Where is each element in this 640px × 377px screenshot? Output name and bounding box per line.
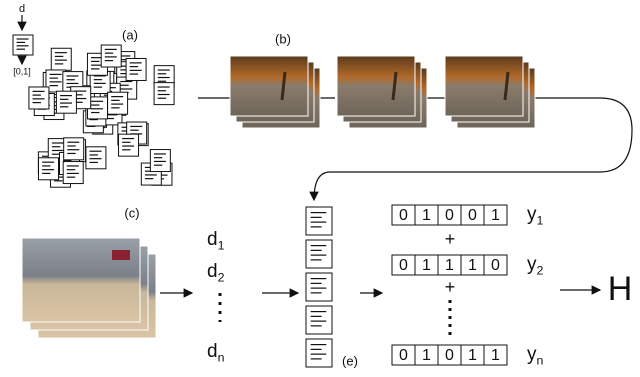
video-frame	[337, 56, 415, 116]
label-unit: [0,1]	[13, 66, 31, 76]
bit: 0	[445, 207, 454, 224]
bit: 1	[468, 257, 477, 274]
scoreboard	[112, 250, 130, 260]
label-c: (c)	[124, 205, 139, 220]
document-icon	[306, 339, 332, 367]
bit: 0	[399, 347, 408, 364]
document-icon	[306, 240, 332, 268]
document-icon	[29, 87, 49, 109]
document-icon	[56, 91, 76, 113]
document-icon	[126, 58, 146, 80]
document-icon	[150, 150, 170, 172]
document-icon	[86, 147, 106, 169]
bit: 1	[491, 207, 500, 224]
label-b: (b)	[275, 31, 291, 46]
document-icon	[119, 134, 139, 156]
document-icon	[39, 158, 59, 180]
subscripted-label: y2	[527, 254, 544, 278]
base: y	[527, 204, 537, 225]
subscripted-label: yn	[527, 344, 544, 368]
video-frame	[445, 56, 523, 116]
bit: 1	[422, 257, 431, 274]
label-a: (a)	[122, 27, 138, 42]
document-icon	[306, 306, 332, 334]
label-h: H	[608, 270, 633, 308]
bit: 1	[422, 207, 431, 224]
bit: 0	[399, 257, 408, 274]
diagram: d [0,1] (a) (b) (c) (e) H + + d1d2dn0100…	[0, 0, 640, 377]
document-icon	[306, 273, 332, 301]
plus: +	[445, 229, 456, 249]
document-icon	[108, 92, 128, 114]
subscripted-label: d2	[207, 261, 225, 285]
subscript: 1	[218, 239, 225, 253]
subscript: 2	[218, 271, 225, 285]
bit: 1	[491, 347, 500, 364]
document-icon	[51, 48, 71, 70]
bit: 0	[468, 207, 477, 224]
base: d	[207, 341, 218, 362]
document-icon	[13, 35, 33, 55]
subscripted-label: d1	[207, 229, 225, 253]
base: y	[527, 254, 537, 275]
page: d [0,1] (a) (b) (c) (e) H + + d1d2dn0100…	[0, 0, 640, 377]
document-icon	[64, 138, 84, 160]
video-frame	[230, 56, 308, 116]
document-icon	[63, 162, 83, 184]
bit: 1	[445, 257, 454, 274]
bit: 1	[422, 347, 431, 364]
label-d: d	[19, 3, 25, 15]
base: d	[207, 261, 218, 282]
subscript: 2	[537, 264, 544, 278]
bit: 0	[445, 347, 454, 364]
document-icon	[154, 83, 174, 105]
subscript: 1	[537, 214, 544, 228]
plus: +	[445, 277, 456, 297]
bit: 0	[399, 207, 408, 224]
subscripted-label: dn	[207, 341, 225, 365]
base: y	[527, 344, 537, 365]
base: d	[207, 229, 218, 250]
document-icon	[101, 45, 121, 67]
bit: 1	[468, 347, 477, 364]
document-icon	[306, 207, 332, 235]
label-e: (e)	[342, 353, 358, 368]
bit: 0	[491, 257, 500, 274]
subscripted-label: y1	[527, 204, 544, 228]
subscript: n	[218, 351, 225, 365]
subscript: n	[537, 354, 544, 368]
